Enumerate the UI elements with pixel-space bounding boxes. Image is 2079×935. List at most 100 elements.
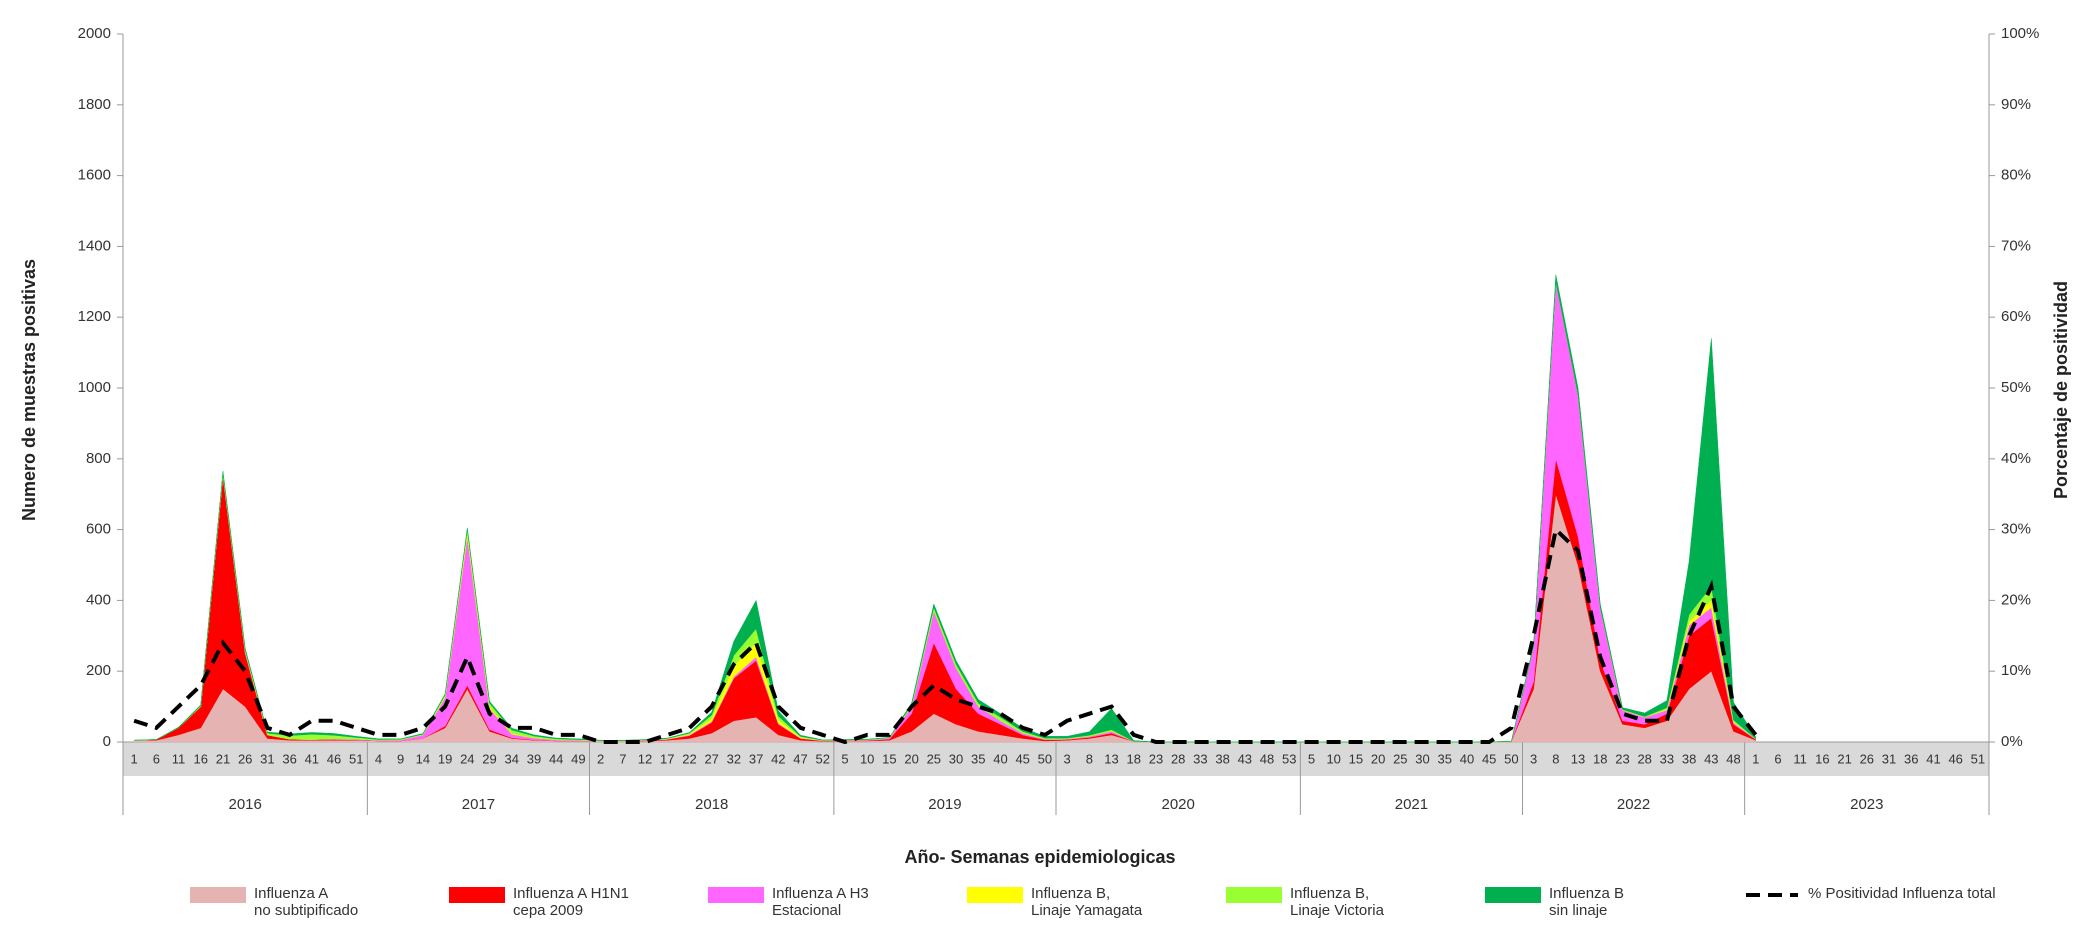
legend-item: % Positividad Influenza total [1744,885,2038,919]
legend-rect [708,887,764,903]
y-tick-label: 600 [86,521,111,538]
x-tick-label: 26 [238,751,252,766]
x-tick-label: 46 [1948,751,1962,766]
y-tick-label: 2000 [78,25,111,42]
x-tick-label: 35 [971,751,985,766]
x-tick-label: 41 [305,751,319,766]
y-tick-label: 400 [86,591,111,608]
legend-rect [1226,887,1282,903]
y2-tick-label: 40% [2001,450,2031,467]
x-tick-label: 11 [1793,751,1807,766]
y2-tick-label: 80% [2001,167,2031,184]
x-tick-label: 24 [460,751,474,766]
x-tick-label: 41 [1926,751,1940,766]
area [134,458,1756,743]
x-tick-label: 7 [619,751,626,766]
y-tick-label: 1600 [78,167,111,184]
x-tick-label: 40 [993,751,1007,766]
y2-tick-label: 30% [2001,521,2031,538]
legend: Influenza A no subtipificado Influenza A … [190,885,2038,919]
x-tick-label: 32 [727,751,741,766]
x-tick-label: 36 [282,751,296,766]
x-tick-label: 20 [1371,751,1385,766]
x-tick-label: 5 [841,751,848,766]
x-tick-label: 22 [682,751,696,766]
x-tick-label: 4 [375,751,382,766]
x-tick-label: 45 [1015,751,1029,766]
legend-swatch [190,887,246,903]
x-tick-label: 15 [1349,751,1363,766]
y2-tick-label: 100% [2001,25,2039,42]
x-tick-label: 35 [1438,751,1452,766]
legend-item: Influenza B, Linaje Victoria [1226,885,1455,919]
y2-tick-label: 70% [2001,237,2031,254]
line [133,525,1758,745]
x-tick-label: 40 [1460,751,1474,766]
x-tick-label: 23 [1615,751,1629,766]
y2-tick-label: 60% [2001,308,2031,325]
x-tick-label: 33 [1660,751,1674,766]
legend-swatch [1485,887,1541,903]
legend-item: Influenza A no subtipificado [190,885,419,919]
x-tick-label: 11 [172,751,186,766]
x-tick-label: 51 [1971,751,1985,766]
year-label: 2020 [1161,796,1194,813]
x-tick-label: 48 [1260,751,1274,766]
legend-label: % Positividad Influenza total [1808,885,1996,902]
x-tick-label: 46 [327,751,341,766]
x-tick-label: 39 [527,751,541,766]
y2-axis-title: Porcentaje de positividad [2051,281,2071,499]
legend-item: Influenza A H3 Estacional [708,885,937,919]
year-label: 2021 [1395,796,1428,813]
x-tick-label: 51 [349,751,363,766]
legend-swatch [708,887,764,903]
x-tick-label: 50 [1504,751,1518,766]
x-tick-label: 31 [1882,751,1896,766]
x-tick-label: 29 [482,751,496,766]
x-tick-label: 3 [1063,751,1070,766]
x-tick-label: 38 [1215,751,1229,766]
legend-item: Influenza B sin linaje [1485,885,1714,919]
x-tick-label: 17 [660,751,674,766]
y2-tick-label: 50% [2001,379,2031,396]
x-tick-label: 10 [860,751,874,766]
legend-rect [449,887,505,903]
x-tick-label: 43 [1238,751,1252,766]
year-label: 2022 [1617,796,1650,813]
y-tick-label: 1800 [78,96,111,113]
x-tick-label: 49 [571,751,585,766]
x-tick-label: 16 [1815,751,1829,766]
year-label: 2023 [1850,796,1883,813]
x-tick-label: 43 [1704,751,1718,766]
legend-label: Influenza B, Linaje Yamagata [1031,885,1143,919]
x-tick-label: 8 [1552,751,1559,766]
x-tick-label: 27 [704,751,718,766]
x-tick-label: 37 [749,751,763,766]
legend-item: Influenza B, Linaje Yamagata [967,885,1196,919]
y-tick-label: 1400 [78,237,111,254]
area [134,274,1756,743]
legend-swatch [449,887,505,903]
x-tick-label: 31 [260,751,274,766]
year-label: 2019 [928,796,961,813]
x-tick-label: 30 [949,751,963,766]
x-tick-label: 53 [1282,751,1296,766]
y2-tick-label: 20% [2001,591,2031,608]
x-tick-label: 34 [505,751,519,766]
x-tick-label: 2 [597,751,604,766]
year-label: 2018 [695,796,728,813]
legend-swatch [1746,893,1798,897]
x-tick-label: 6 [153,751,160,766]
legend-swatch [967,887,1023,903]
x-tick-label: 6 [1774,751,1781,766]
x-tick-label: 16 [194,751,208,766]
legend-label: Influenza B sin linaje [1549,885,1625,919]
x-tick-label: 50 [1038,751,1052,766]
y2-tick-label: 90% [2001,96,2031,113]
x-tick-label: 13 [1571,751,1585,766]
x-tick-label: 48 [1726,751,1740,766]
legend-label: Influenza B, Linaje Victoria [1290,885,1384,919]
x-tick-label: 10 [1326,751,1340,766]
